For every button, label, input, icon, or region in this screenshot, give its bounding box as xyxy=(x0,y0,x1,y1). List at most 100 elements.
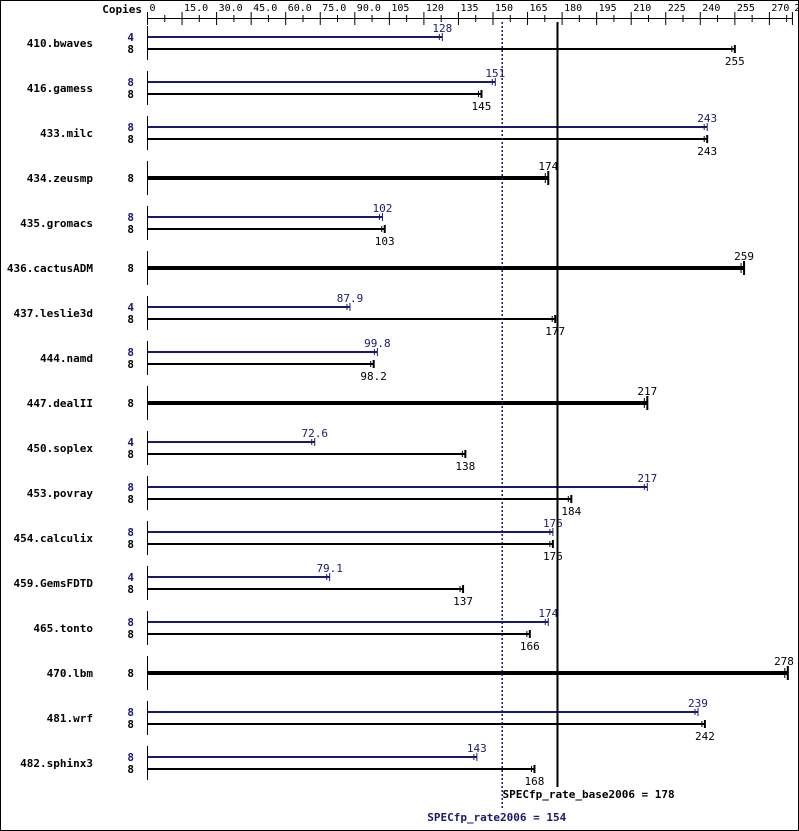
base-copies: 8 xyxy=(127,493,134,506)
x-tick-label: 255 xyxy=(737,3,755,14)
x-tick-label: 0 xyxy=(150,3,156,14)
x-tick-label: 105 xyxy=(391,3,409,14)
x-tick-label: 60.0 xyxy=(288,3,312,14)
peak-value-label: 151 xyxy=(485,67,505,80)
peak-copies: 8 xyxy=(127,481,134,494)
benchmark-name: 481.wrf xyxy=(47,712,93,725)
x-tick-label: 120 xyxy=(426,3,444,14)
base-value-label: 243 xyxy=(697,145,717,158)
x-tick-label: 75.0 xyxy=(322,3,346,14)
benchmark-name: 433.milc xyxy=(40,127,93,140)
combined-copies: 8 xyxy=(127,262,134,275)
bars-layer: 410.bwaves 4 128 8 255 416.gamess 8 151 8 145 433.… xyxy=(7,22,794,788)
peak-copies: 4 xyxy=(127,436,134,449)
base-copies: 8 xyxy=(127,448,134,461)
base-copies: 8 xyxy=(127,718,134,731)
combined-copies: 8 xyxy=(127,667,134,680)
peak-copies: 4 xyxy=(127,301,134,314)
peak-copies: 4 xyxy=(127,571,134,584)
peak-value-label: 79.1 xyxy=(316,562,343,575)
summary-peak-label: SPECfp_rate2006 = 154 xyxy=(427,811,566,824)
base-copies: 8 xyxy=(127,313,134,326)
base-copies: 8 xyxy=(127,133,134,146)
summary-layer: SPECfp_rate_base2006 = 178 SPECfp_rate200… xyxy=(427,22,675,824)
benchmark-name: 434.zeusmp xyxy=(27,172,94,185)
combined-value-label: 278 xyxy=(774,655,794,668)
benchmark-name: 447.dealII xyxy=(27,397,93,410)
benchmark-name: 465.tonto xyxy=(33,622,93,635)
x-tick-label: 90.0 xyxy=(357,3,381,14)
x-tick-label: 280 xyxy=(794,3,799,14)
benchmark-name: 454.calculix xyxy=(14,532,94,545)
combined-value-label: 259 xyxy=(734,250,754,263)
peak-value-label: 143 xyxy=(467,742,487,755)
x-tick-label: 225 xyxy=(668,3,686,14)
base-value-label: 103 xyxy=(375,235,395,248)
benchmark-name: 437.leslie3d xyxy=(14,307,93,320)
peak-copies: 8 xyxy=(127,346,134,359)
benchmark-name: 453.povray xyxy=(27,487,94,500)
peak-value-label: 174 xyxy=(538,607,558,620)
benchmark-name: 410.bwaves xyxy=(27,37,93,50)
summary-base-label: SPECfp_rate_base2006 = 178 xyxy=(502,788,674,801)
base-value-label: 177 xyxy=(545,325,565,338)
combined-copies: 8 xyxy=(127,172,134,185)
base-value-label: 137 xyxy=(453,595,473,608)
peak-value-label: 243 xyxy=(697,112,717,125)
copies-header: Copies xyxy=(102,3,142,16)
x-tick-label: 150 xyxy=(495,3,513,14)
base-value-label: 145 xyxy=(472,100,492,113)
peak-copies: 8 xyxy=(127,211,134,224)
benchmark-name: 470.lbm xyxy=(47,667,94,680)
benchmark-name: 436.cactusADM xyxy=(7,262,93,275)
benchmark-name: 459.GemsFDTD xyxy=(14,577,94,590)
x-tick-label: 270 xyxy=(771,3,789,14)
base-value-label: 255 xyxy=(725,55,745,68)
combined-value-label: 174 xyxy=(538,160,558,173)
peak-copies: 8 xyxy=(127,751,134,764)
peak-value-label: 102 xyxy=(372,202,392,215)
benchmark-name: 482.sphinx3 xyxy=(20,757,93,770)
peak-value-label: 99.8 xyxy=(364,337,391,350)
peak-copies: 8 xyxy=(127,706,134,719)
base-value-label: 168 xyxy=(525,775,545,788)
peak-value-label: 87.9 xyxy=(337,292,364,305)
x-tick-label: 45.0 xyxy=(253,3,277,14)
base-value-label: 184 xyxy=(561,505,581,518)
base-copies: 8 xyxy=(127,223,134,236)
benchmark-name: 450.soplex xyxy=(27,442,94,455)
x-tick-label: 195 xyxy=(599,3,617,14)
x-tick-label: 165 xyxy=(530,3,548,14)
base-copies: 8 xyxy=(127,763,134,776)
x-axis: Copies 0 15.0 30.0 45.0 60.0 75.0 90.0 105 120 135… xyxy=(102,3,799,25)
base-copies: 8 xyxy=(127,628,134,641)
base-copies: 8 xyxy=(127,538,134,551)
peak-copies: 4 xyxy=(127,31,134,44)
peak-copies: 8 xyxy=(127,526,134,539)
peak-copies: 8 xyxy=(127,616,134,629)
peak-value-label: 217 xyxy=(637,472,657,485)
base-value-label: 166 xyxy=(520,640,540,653)
benchmark-name: 435.gromacs xyxy=(20,217,93,230)
base-value-label: 138 xyxy=(455,460,475,473)
base-value-label: 98.2 xyxy=(360,370,387,383)
x-tick-label: 210 xyxy=(633,3,651,14)
base-copies: 8 xyxy=(127,88,134,101)
peak-value-label: 128 xyxy=(432,22,452,35)
base-copies: 8 xyxy=(127,358,134,371)
x-tick-label: 15.0 xyxy=(184,3,208,14)
x-tick-label: 135 xyxy=(460,3,478,14)
combined-copies: 8 xyxy=(127,397,134,410)
base-copies: 8 xyxy=(127,583,134,596)
combined-value-label: 217 xyxy=(637,385,657,398)
peak-value-label: 239 xyxy=(688,697,708,710)
x-tick-label: 180 xyxy=(564,3,582,14)
x-tick-label: 30.0 xyxy=(219,3,243,14)
peak-value-label: 176 xyxy=(543,517,563,530)
peak-copies: 8 xyxy=(127,121,134,134)
benchmark-name: 416.gamess xyxy=(27,82,93,95)
base-value-label: 242 xyxy=(695,730,715,743)
